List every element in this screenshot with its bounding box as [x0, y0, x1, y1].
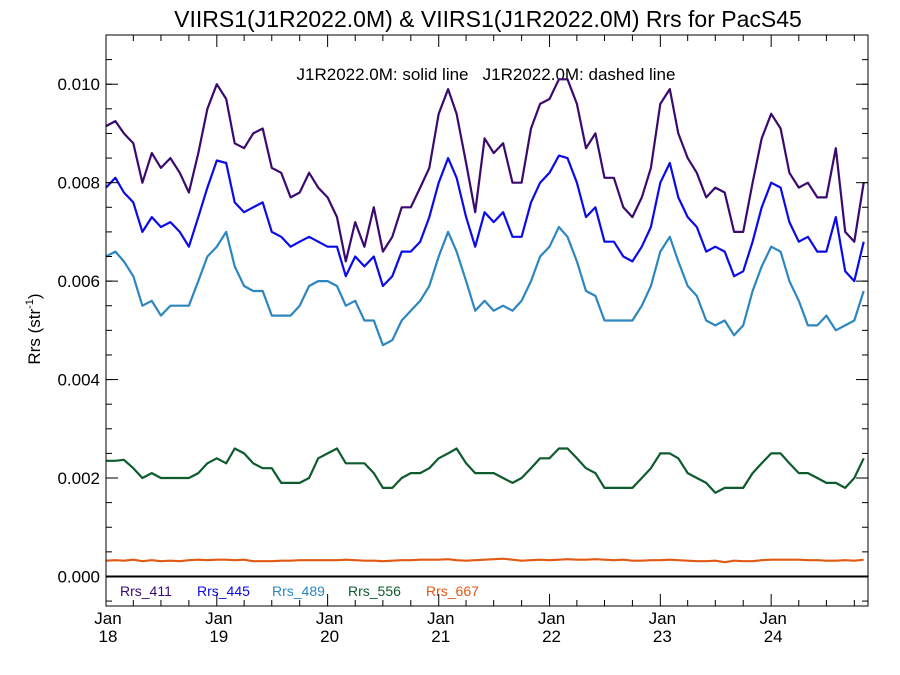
legend-item-rrs-445: Rrs_445: [197, 583, 250, 599]
y-tick-label: 0.000: [57, 567, 100, 586]
series-line-rrs-556: [106, 447, 865, 494]
y-axis-label-main: Rrs (str: [25, 309, 44, 365]
plot-frame: [105, 34, 869, 607]
y-tick-label: 0.008: [57, 174, 100, 193]
series-line-rrs-445: [105, 154, 865, 288]
line-style-annotation: J1R2022.0M: solid line J1R2022.0M: dashe…: [297, 65, 676, 84]
series-line-rrs-411: [105, 78, 865, 263]
chart-title: VIIRS1(J1R2022.0M) & VIIRS1(J1R2022.0M) …: [174, 6, 802, 32]
y-tick-label: 0.010: [57, 75, 100, 94]
x-tick-label-year: 22: [542, 627, 561, 646]
series-line-rrs-667: [105, 557, 864, 564]
y-axis-label: Rrs (str-1): [24, 293, 44, 364]
y-tick-label: 0.002: [57, 469, 100, 488]
legend-item-rrs-556: Rrs_556: [348, 583, 401, 599]
x-tick-label-year: 20: [320, 627, 339, 646]
x-tick-label-month: Jan: [427, 609, 454, 628]
x-tick-label-year: 18: [99, 627, 118, 646]
series-line-rrs-489: [105, 225, 865, 347]
y-tick-label: 0.006: [57, 272, 100, 291]
y-tick-label: 0.004: [57, 371, 100, 390]
x-tick-label-year: 23: [653, 627, 672, 646]
x-tick-label-month: Jan: [94, 609, 121, 628]
x-tick-label-month: Jan: [205, 609, 232, 628]
legend-item-rrs-489: Rrs_489: [272, 583, 325, 599]
axis-ticks: 0.0000.0020.0040.0060.0080.010Jan18Jan19…: [57, 34, 868, 646]
x-tick-label-month: Jan: [316, 609, 343, 628]
x-tick-label-month: Jan: [759, 609, 786, 628]
legend: Rrs_411 Rrs_445 Rrs_489 Rrs_556 Rrs_667: [120, 583, 479, 599]
series-layer: [105, 78, 865, 564]
legend-item-rrs-667: Rrs_667: [426, 583, 479, 599]
y-axis-label-close: ): [25, 293, 44, 299]
y-axis-label-superscript: -1: [24, 299, 36, 309]
x-tick-label-year: 19: [209, 627, 228, 646]
legend-item-rrs-411: Rrs_411: [120, 583, 172, 599]
x-tick-label-year: 21: [431, 627, 450, 646]
x-tick-label-month: Jan: [538, 609, 565, 628]
x-tick-label-year: 24: [764, 627, 783, 646]
x-tick-label-month: Jan: [649, 609, 676, 628]
